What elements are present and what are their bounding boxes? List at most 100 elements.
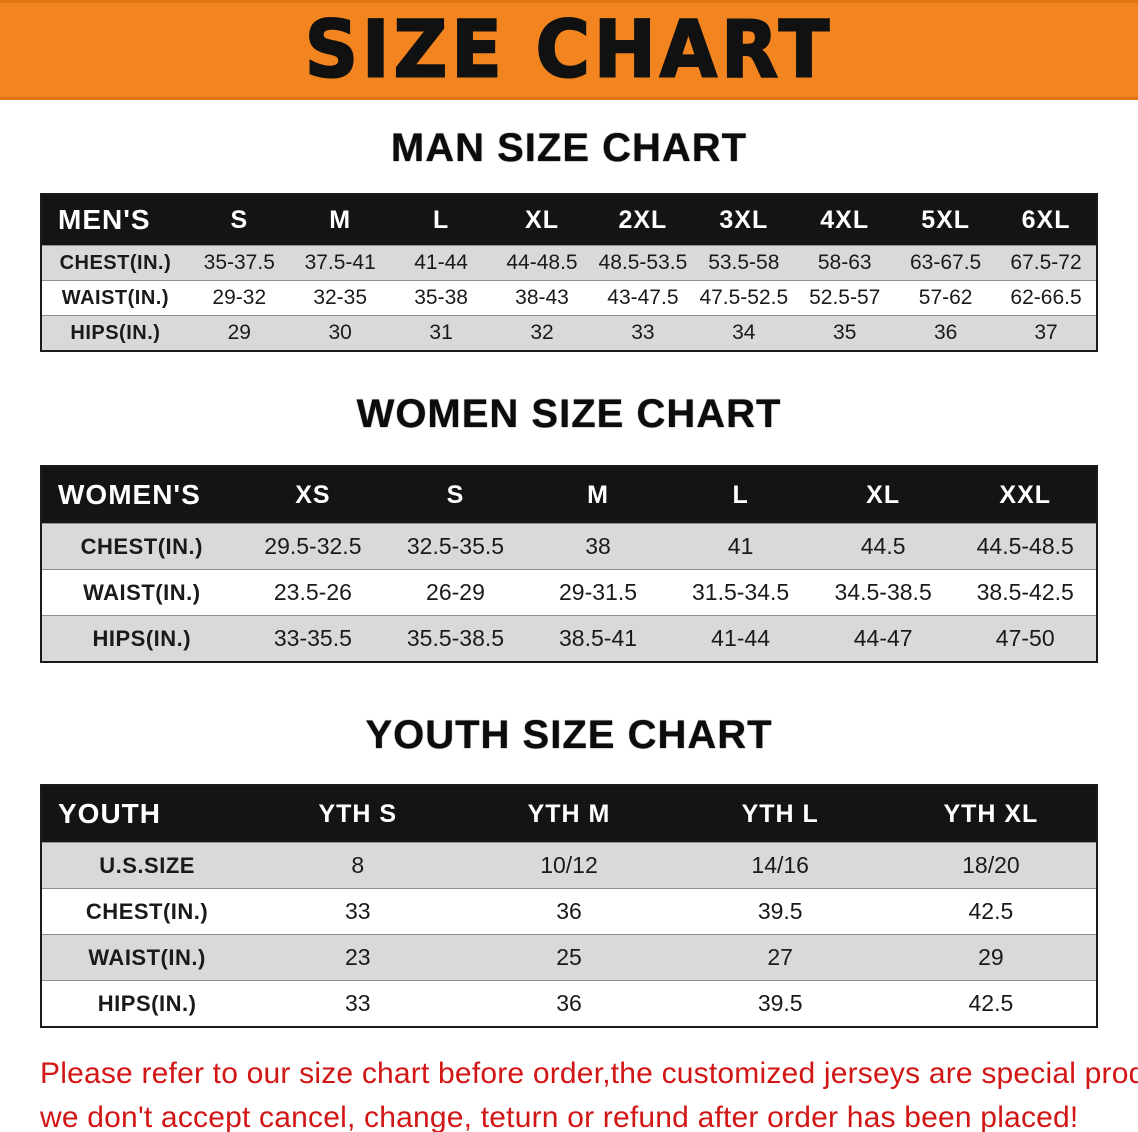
table-row: HIPS(IN.) 29 30 31 32 33 34 35 36 37	[41, 315, 1097, 351]
size-value: 44-48.5	[506, 251, 578, 274]
table-row: WAIST(IN.) 23 25 27 29	[41, 934, 1097, 981]
size-column-header: S	[188, 194, 290, 246]
size-column-header: XXL	[954, 466, 1097, 524]
size-value: 57-62	[918, 286, 973, 309]
size-value: 63-67.5	[910, 251, 982, 274]
size-value: 14/16	[751, 852, 809, 878]
table-row: WAIST(IN.) 29-32 32-35 35-38 38-43 43-47.5 47.…	[41, 280, 1097, 316]
women-size-table: WOMEN'S XS S M L XL XXL CHEST(IN.) 29.5-32.5 32.5…	[40, 465, 1098, 663]
size-column-header: YTH M	[463, 785, 675, 843]
size-value: 29-31.5	[559, 579, 638, 605]
size-value: 10/12	[540, 852, 598, 878]
size-value: 47-50	[995, 625, 1055, 651]
table-corner-label: MEN'S	[41, 194, 189, 246]
size-column-header: 3XL	[693, 194, 795, 246]
size-value: 35	[833, 321, 857, 344]
size-value: 42.5	[968, 898, 1014, 924]
size-value: 29	[227, 321, 251, 344]
order-policy-note-line1: Please refer to our size chart before or…	[40, 1057, 1138, 1090]
men-section: MAN SIZE CHART MEN'S S M L XL 2XL 3XL 4XL 5XL 6XL…	[0, 126, 1138, 352]
size-value: 36	[933, 321, 958, 344]
youth-size-table: YOUTH YTH S YTH M YTH L YTH XL U.S.SIZE 8 10/12…	[40, 784, 1098, 1028]
table-corner-label: YOUTH	[41, 785, 253, 843]
size-value: 29	[978, 944, 1004, 970]
size-value: 41-44	[711, 625, 770, 651]
men-size-table: MEN'S S M L XL 2XL 3XL 4XL 5XL 6XL CHEST(IN.) 35-37…	[40, 193, 1098, 352]
row-label: CHEST(IN.)	[59, 251, 172, 274]
size-value: 31	[429, 321, 453, 344]
row-label: HIPS(IN.)	[92, 625, 192, 651]
size-value: 27	[767, 944, 793, 970]
size-value: 58-63	[817, 251, 872, 274]
size-column-header: 6XL	[996, 194, 1097, 246]
table-row: HIPS(IN.) 33 36 39.5 42.5	[41, 980, 1097, 1027]
table-row: WAIST(IN.) 23.5-26 26-29 29-31.5 31.5-34.5 34…	[41, 569, 1097, 616]
table-header-row: WOMEN'S XS S M L XL XXL	[41, 466, 1097, 524]
size-column-header: XS	[241, 466, 385, 524]
size-value: 23	[344, 944, 371, 970]
row-label: WAIST(IN.)	[61, 286, 170, 309]
size-value: 38.5-41	[559, 625, 638, 651]
table-row: CHEST(IN.) 33 36 39.5 42.5	[41, 888, 1097, 935]
size-value: 44.5-48.5	[976, 533, 1074, 559]
size-value: 52.5-57	[809, 286, 881, 309]
size-value: 48.5-53.5	[598, 251, 688, 274]
size-column-header: XL	[491, 194, 593, 246]
size-column-header: L	[390, 194, 492, 246]
size-value: 33	[344, 898, 371, 924]
youth-size-chart-heading: YOUTH SIZE CHART	[365, 713, 773, 757]
size-value: 29.5-32.5	[264, 533, 362, 559]
size-value: 37.5-41	[304, 251, 376, 274]
size-value: 43-47.5	[607, 286, 679, 309]
size-value: 53.5-58	[708, 251, 780, 274]
size-value: 34	[732, 321, 756, 344]
size-value: 37	[1034, 321, 1058, 344]
banner-title: SIZE CHART	[304, 3, 834, 96]
size-value: 34.5-38.5	[834, 579, 932, 605]
row-label: HIPS(IN.)	[97, 990, 197, 1016]
row-label: U.S.SIZE	[99, 852, 195, 878]
size-value: 41	[727, 533, 754, 559]
size-value: 38	[585, 533, 611, 559]
size-value: 32.5-35.5	[406, 533, 505, 559]
size-column-header: YTH XL	[885, 785, 1097, 843]
row-label: WAIST(IN.)	[83, 579, 201, 605]
size-value: 25	[556, 944, 582, 970]
size-value: 47.5-52.5	[699, 286, 789, 309]
youth-section: YOUTH SIZE CHART YOUTH YTH S YTH M YTH L YTH…	[0, 713, 1138, 1028]
size-value: 26-29	[426, 579, 485, 605]
size-column-header: S	[384, 466, 527, 524]
women-section: WOMEN SIZE CHART WOMEN'S XS S M L XL XXL CHEST(…	[0, 392, 1138, 663]
size-value: 8	[351, 852, 365, 878]
size-value: 35-38	[414, 286, 468, 309]
size-value: 39.5	[757, 990, 803, 1016]
table-row: CHEST(IN.) 35-37.5 37.5-41 41-44 44-48.5 48.5…	[41, 245, 1097, 281]
size-value: 39.5	[757, 898, 803, 924]
size-value: 32	[530, 321, 554, 344]
size-value: 32-35	[313, 286, 368, 309]
size-value: 35.5-38.5	[406, 625, 505, 651]
table-row: CHEST(IN.) 29.5-32.5 32.5-35.5 38 41 44.5 44.5…	[41, 523, 1097, 570]
size-value: 44.5	[860, 533, 906, 559]
row-label: CHEST(IN.)	[80, 533, 203, 559]
size-column-header: M	[526, 466, 670, 524]
women-size-chart-heading: WOMEN SIZE CHART	[356, 392, 782, 436]
size-column-header: M	[289, 194, 391, 246]
size-column-header: 2XL	[592, 194, 694, 246]
size-value: 33-35.5	[273, 625, 352, 651]
size-value: 41-44	[414, 251, 468, 274]
table-header-row: YOUTH YTH S YTH M YTH L YTH XL	[41, 785, 1097, 843]
size-value: 38-43	[515, 286, 569, 309]
size-column-header: 5XL	[895, 194, 997, 246]
row-label: HIPS(IN.)	[70, 321, 161, 344]
size-value: 33	[631, 321, 655, 344]
size-value: 44-47	[853, 625, 913, 651]
table-row: HIPS(IN.) 33-35.5 35.5-38.5 38.5-41 41-44 44-…	[41, 615, 1097, 662]
table-row: U.S.SIZE 8 10/12 14/16 18/20	[41, 842, 1097, 889]
size-value: 36	[556, 990, 582, 1016]
size-value: 67.5-72	[1010, 251, 1082, 274]
size-column-header: XL	[811, 466, 955, 524]
order-policy-note-line2: we don't accept cancel, change, teturn o…	[40, 1100, 1079, 1132]
size-column-header: 4XL	[794, 194, 896, 246]
row-label: CHEST(IN.)	[85, 898, 209, 924]
